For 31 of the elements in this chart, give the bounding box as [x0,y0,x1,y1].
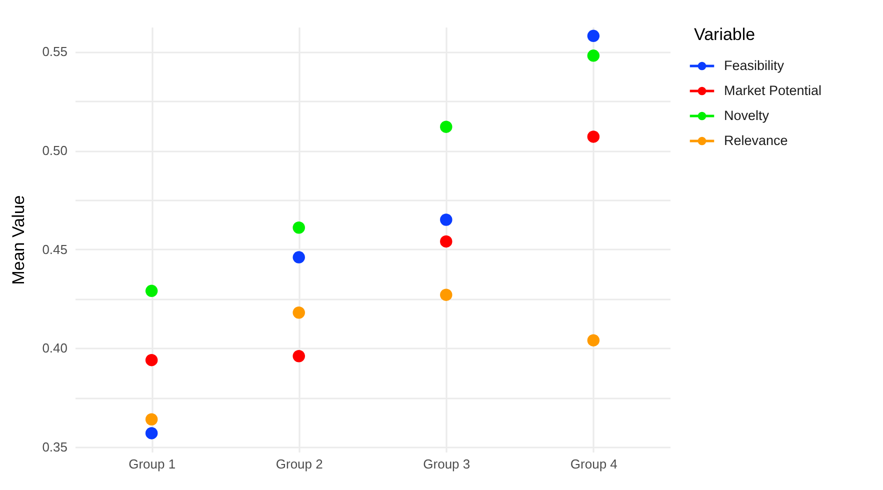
y-tick-label: 0.50 [42,143,68,158]
point [292,251,305,264]
y-tick-label: 0.40 [42,340,68,356]
y-tick-label: 0.55 [42,44,68,60]
point [440,120,452,133]
y-axis-title: Mean Value [9,195,28,285]
point [145,284,158,298]
point [587,50,600,62]
y-tick-label: 0.45 [42,242,68,257]
point [145,354,158,366]
point [440,288,452,301]
legend-label: Novelty [724,108,770,123]
legend-label: Feasibility [724,58,784,73]
legend-label: Market Potential [724,83,822,98]
point [292,350,305,362]
x-tick-label: Group 2 [276,456,323,472]
point [145,413,158,426]
point [587,334,600,346]
point [145,427,158,440]
point [587,130,600,143]
x-tick-label: Group 3 [423,456,470,472]
point [292,306,305,319]
legend-title: Variable [694,25,756,44]
x-tick-label: Group 4 [570,456,618,472]
point [292,222,305,234]
point [440,214,452,226]
legend-label: Relevance [724,133,788,148]
point [587,30,600,42]
x-tick-label: Group 1 [128,456,176,472]
point [440,235,452,248]
y-tick-label: 0.35 [42,440,68,455]
